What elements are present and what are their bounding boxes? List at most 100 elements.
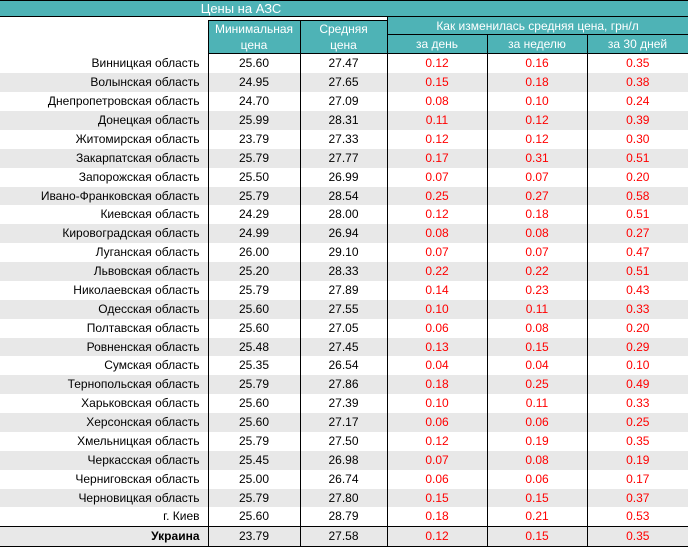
region-cell: Донецкая область xyxy=(0,111,208,130)
change-month-cell: 0.51 xyxy=(586,205,688,225)
change-month-cell: 0.33 xyxy=(586,299,688,319)
change-day-cell: 0.15 xyxy=(386,73,487,93)
table-row: Ровненская область 25.48 27.45 0.13 0.15 0.29 xyxy=(0,337,688,357)
table-row: Волынская область 24.95 27.65 0.15 0.18 0.38 xyxy=(0,73,688,93)
change-day-cell: 0.17 xyxy=(386,148,487,168)
change-day-cell: 0.22 xyxy=(386,262,487,281)
title-row: Цены на АЗС xyxy=(0,0,688,17)
change-day-cell: 0.12 xyxy=(386,129,487,149)
avg-price-cell: 27.58 xyxy=(299,526,387,547)
table-row: Донецкая область 25.99 28.31 0.11 0.12 0.39 xyxy=(0,111,688,130)
avg-price-cell: 27.33 xyxy=(299,129,387,149)
table-row: Одесская область 25.60 27.55 0.10 0.11 0.33 xyxy=(0,299,688,319)
table-header: Цены на АЗС Как изменилась средняя цена,… xyxy=(0,0,688,55)
region-cell: Винницкая область xyxy=(0,53,208,74)
avg-price-cell: 26.74 xyxy=(299,469,387,489)
change-week-cell: 0.15 xyxy=(486,488,587,508)
min-price-cell: 25.60 xyxy=(207,394,300,413)
change-week-cell: 0.10 xyxy=(486,92,587,111)
table-row: Черкасская область 25.45 26.98 0.07 0.08 0.19 xyxy=(0,450,688,470)
table-row: Луганская область 26.00 29.10 0.07 0.07 0.47 xyxy=(0,243,688,262)
change-month-cell: 0.39 xyxy=(586,111,688,130)
price-table-body: Винницкая область 25.60 27.47 0.12 0.16 0.35 В… xyxy=(0,53,688,547)
min-price-cell: 25.60 xyxy=(207,53,300,74)
avg-price-cell: 27.39 xyxy=(299,394,387,413)
avg-price-cell: 27.80 xyxy=(299,488,387,508)
change-week-cell: 0.15 xyxy=(486,526,587,547)
min-price-cell: 25.79 xyxy=(207,375,300,395)
region-cell: Украина xyxy=(0,526,208,547)
region-cell: Киевская область xyxy=(0,205,208,225)
avg-price-cell: 27.17 xyxy=(299,413,387,432)
avg-price-cell: 26.94 xyxy=(299,224,387,244)
table-row: Ивано-Франковская область 25.79 28.54 0.25 0… xyxy=(0,186,688,206)
table-row: Житомирская область 23.79 27.33 0.12 0.12 0.3… xyxy=(0,129,688,149)
min-price-cell: 25.20 xyxy=(207,262,300,281)
change-week-cell: 0.08 xyxy=(486,318,587,338)
region-cell: Кировоградская область xyxy=(0,224,208,244)
table-row: Херсонская область 25.60 27.17 0.06 0.06 0.25 xyxy=(0,413,688,432)
min-price-header: Минимальная цена xyxy=(207,19,301,55)
avg-price-cell: 28.33 xyxy=(299,262,387,281)
min-price-cell: 23.79 xyxy=(207,129,300,149)
change-month-cell: 0.30 xyxy=(586,129,688,149)
region-cell: Черновицкая область xyxy=(0,488,208,508)
min-price-cell: 25.35 xyxy=(207,356,300,376)
region-cell: Тернопольская область xyxy=(0,375,208,395)
change-week-cell: 0.06 xyxy=(486,413,587,432)
region-cell: Николаевская область xyxy=(0,280,208,300)
header-row-sub: за день за неделю за 30 дней xyxy=(0,34,688,55)
change-day-cell: 0.08 xyxy=(386,224,487,244)
region-cell: Ровненская область xyxy=(0,337,208,357)
avg-price-cell: 27.09 xyxy=(299,92,387,111)
change-week-cell: 0.18 xyxy=(486,205,587,225)
table-row: Сумская область 25.35 26.54 0.04 0.04 0.10 xyxy=(0,356,688,376)
change-day-cell: 0.07 xyxy=(386,167,487,187)
min-price-cell: 25.60 xyxy=(207,318,300,338)
avg-price-header: Средняя цена xyxy=(299,19,388,55)
change-week-cell: 0.22 xyxy=(486,262,587,281)
header-row-main: Минимальная цена Средняя цена xyxy=(0,19,688,55)
avg-price-cell: 27.50 xyxy=(299,431,387,451)
change-week-cell: 0.19 xyxy=(486,431,587,451)
change-week-cell: 0.15 xyxy=(486,337,587,357)
change-week-cell: 0.18 xyxy=(486,73,587,93)
change-month-cell: 0.29 xyxy=(586,337,688,357)
min-price-cell: 25.48 xyxy=(207,337,300,357)
change-week-cell: 0.31 xyxy=(486,148,587,168)
table-row: г. Киев 25.60 28.79 0.18 0.21 0.53 xyxy=(0,507,688,527)
header-spacer-row: Как изменилась средняя цена, грн/л xyxy=(0,15,688,54)
change-week-header: за неделю xyxy=(486,34,588,55)
table-row: Харьковская область 25.60 27.39 0.10 0.11 0.3… xyxy=(0,394,688,413)
change-week-cell: 0.11 xyxy=(486,394,587,413)
change-week-cell: 0.21 xyxy=(486,507,587,527)
region-cell: Харьковская область xyxy=(0,394,208,413)
change-day-cell: 0.13 xyxy=(386,337,487,357)
change-day-cell: 0.10 xyxy=(386,394,487,413)
change-week-cell: 0.08 xyxy=(486,224,587,244)
region-cell: Полтавская область xyxy=(0,318,208,338)
min-price-cell: 25.50 xyxy=(207,167,300,187)
region-cell: Хмельницкая область xyxy=(0,431,208,451)
change-month-cell: 0.53 xyxy=(586,507,688,527)
table-row: Украина 23.79 27.58 0.12 0.15 0.35 xyxy=(0,526,688,547)
change-month-cell: 0.35 xyxy=(586,526,688,547)
region-cell: Луганская область xyxy=(0,243,208,262)
avg-price-cell: 28.31 xyxy=(299,111,387,130)
table-row: Винницкая область 25.60 27.47 0.12 0.16 0.35 xyxy=(0,53,688,74)
min-price-cell: 25.60 xyxy=(207,299,300,319)
change-month-cell: 0.35 xyxy=(586,431,688,451)
min-price-cell: 25.79 xyxy=(207,148,300,168)
min-price-cell: 25.79 xyxy=(207,431,300,451)
change-month-cell: 0.20 xyxy=(586,167,688,187)
change-day-cell: 0.12 xyxy=(386,53,487,74)
min-price-cell: 25.60 xyxy=(207,413,300,432)
change-month-cell: 0.25 xyxy=(586,413,688,432)
region-cell: Одесская область xyxy=(0,299,208,319)
avg-price-cell: 27.05 xyxy=(299,318,387,338)
avg-price-cell: 26.99 xyxy=(299,167,387,187)
spacer xyxy=(208,16,300,21)
table-row: Кировоградская область 24.99 26.94 0.08 0.08… xyxy=(0,224,688,244)
avg-price-cell: 27.89 xyxy=(299,280,387,300)
